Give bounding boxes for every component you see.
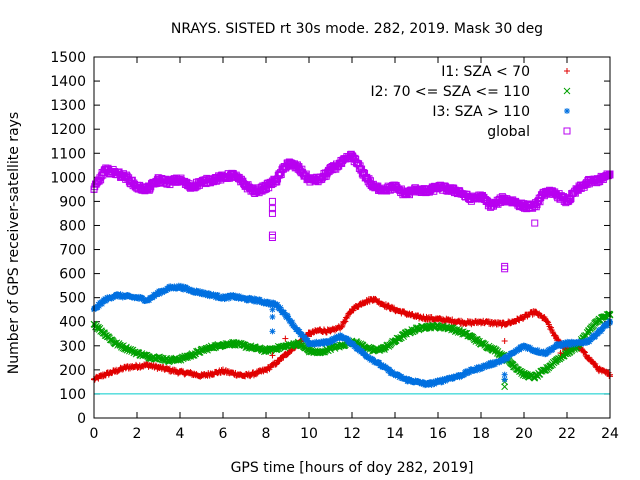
y-tick-label: 400 <box>59 315 86 331</box>
y-tick-label: 900 <box>59 194 86 210</box>
sample-point <box>342 318 349 325</box>
y-tick-label: 1500 <box>50 50 86 66</box>
x-tick-label: 12 <box>343 426 361 442</box>
data-layer <box>90 150 614 391</box>
y-tick-label: 700 <box>59 243 86 259</box>
outlier-point <box>269 328 276 335</box>
x-tick-label: 8 <box>262 426 271 442</box>
sample-point <box>546 323 553 330</box>
y-tick-label: 200 <box>59 363 86 379</box>
sample-point <box>280 354 287 361</box>
y-axis-label: Number of GPS receiver-satellite rays <box>6 112 22 374</box>
x-axis-label: GPS time [hours of doy 282, 2019] <box>231 460 474 476</box>
sample-point <box>253 371 260 378</box>
legend-label: I3: SZA > 110 <box>432 104 530 120</box>
sample-point <box>590 359 597 366</box>
tick-layer: 0 2 4 6 8 10 12 14 16 18 20 22 240100200300400500600… <box>50 50 619 442</box>
outlier-point <box>269 313 276 320</box>
sample-point <box>273 361 280 368</box>
x-tick-label: 22 <box>558 426 576 442</box>
x-tick-label: 18 <box>472 426 490 442</box>
y-tick-label: 0 <box>77 411 86 427</box>
x-tick-label: 6 <box>219 426 228 442</box>
sample-point <box>338 324 345 331</box>
y-tick-label: 600 <box>59 267 86 283</box>
sample-point <box>544 318 551 325</box>
x-tick-label: 24 <box>601 426 619 442</box>
y-tick-label: 1300 <box>50 98 86 114</box>
sample-point <box>581 348 588 355</box>
sample-point <box>529 311 536 318</box>
x-tick-label: 16 <box>429 426 447 442</box>
x-tick-label: 14 <box>386 426 404 442</box>
legend-marker <box>564 108 570 114</box>
legend-label: global <box>487 124 530 140</box>
series-2 <box>90 310 614 382</box>
x-tick-label: 4 <box>176 426 185 442</box>
legend-label: I1: SZA < 70 <box>441 64 530 80</box>
sample-point <box>217 369 224 376</box>
y-tick-label: 800 <box>59 218 86 234</box>
y-tick-label: 500 <box>59 291 86 307</box>
y-tick-label: 300 <box>59 339 86 355</box>
sample-point <box>339 322 346 329</box>
y-tick-label: 1200 <box>50 122 86 138</box>
sample-point <box>276 358 283 365</box>
sample-point <box>549 328 556 335</box>
sample-point <box>385 302 392 309</box>
sample-point <box>554 336 561 343</box>
y-tick-label: 1000 <box>50 170 86 186</box>
y-tick-label: 100 <box>59 387 86 403</box>
sample-point <box>582 352 589 359</box>
sample-point <box>592 360 599 367</box>
x-tick-label: 20 <box>515 426 533 442</box>
x-tick-label: 10 <box>300 426 318 442</box>
sample-point <box>552 332 559 339</box>
x-tick-label: 0 <box>90 426 99 442</box>
y-tick-label: 1100 <box>50 146 86 162</box>
legend-label: I2: 70 <= SZA <= 110 <box>370 84 530 100</box>
x-tick-label: 2 <box>133 426 142 442</box>
sample-point <box>605 369 612 376</box>
sample-point <box>581 349 588 356</box>
chart-title: NRAYS. SISTED rt 30s mode. 282, 2019. Ma… <box>171 21 543 37</box>
outlier-point <box>501 371 508 378</box>
sample-point <box>340 319 347 326</box>
y-tick-label: 1400 <box>50 74 86 90</box>
outlier-point <box>269 306 276 313</box>
